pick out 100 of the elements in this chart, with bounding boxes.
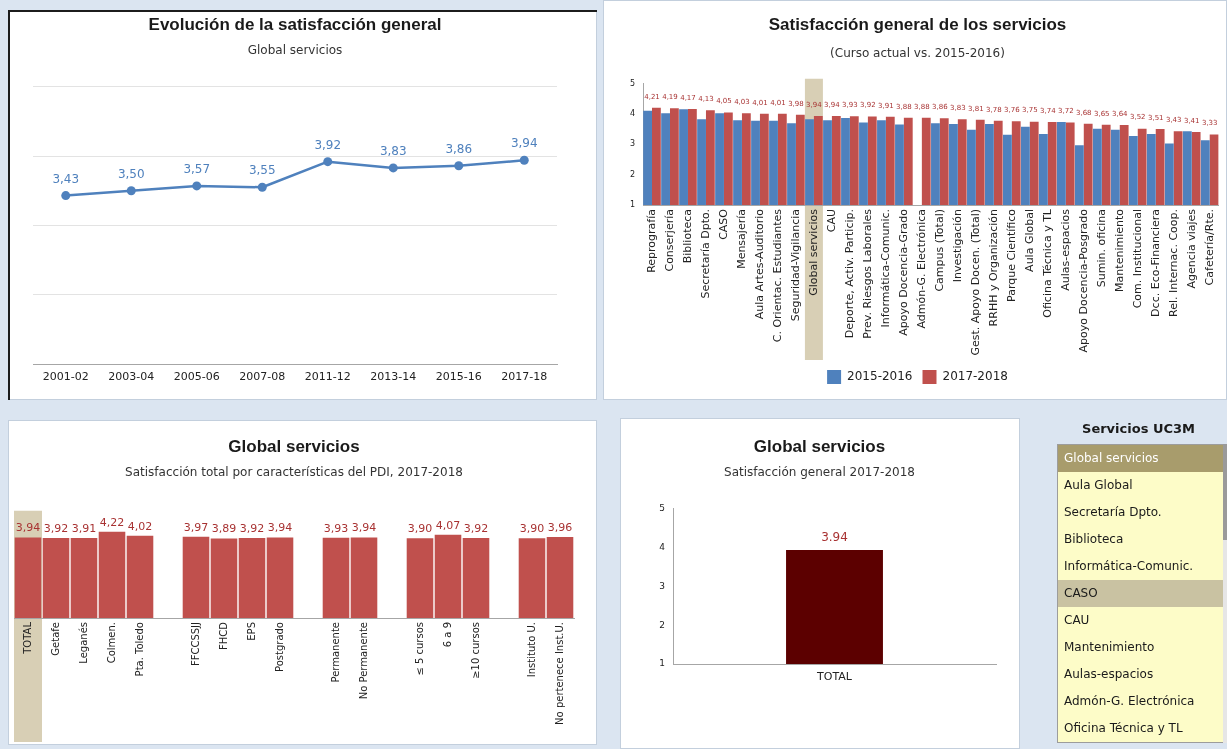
y-tick-label: 4 — [629, 109, 635, 119]
data-label: 3,91 — [71, 521, 97, 535]
x-tick-label: Postgrado — [273, 622, 285, 672]
y-tick-label: 1 — [629, 200, 635, 210]
x-tick-label: 2011-12 — [304, 370, 351, 384]
y-tick-label: 2 — [629, 169, 635, 179]
data-label: 3,93 — [323, 521, 349, 535]
x-tick-label: Parque Científico — [1004, 208, 1018, 302]
data-label: 3,89 — [211, 522, 237, 536]
x-tick-label: Apoyo Docencia-Posgrado — [1076, 208, 1090, 353]
data-label: 3,57 — [183, 162, 211, 177]
x-tick-label: Agencia viajes — [1184, 208, 1198, 289]
x-tick-label: Colmen. — [105, 622, 117, 664]
x-tick-label: Conserjería — [662, 209, 676, 272]
x-tick-label: 2003-04 — [108, 370, 155, 384]
data-label: 3,94 — [267, 521, 293, 535]
point — [519, 155, 529, 165]
data-label: 3,90 — [519, 522, 545, 536]
x-tick-label: Rel. Internac. Coop. — [1166, 209, 1180, 317]
x-tick-label: Reprografía — [644, 209, 658, 273]
x-tick-label: Sumin. oficina — [1094, 209, 1108, 288]
data-label: 3,92 — [239, 521, 265, 535]
x-tick-label: 2013-14 — [370, 370, 417, 384]
y-tick-label: 4 — [659, 541, 666, 552]
chart-subtitle: Satisfacción general 2017-2018 — [724, 464, 915, 479]
category-label: Aula Global — [1058, 472, 1223, 499]
x-tick-label: FHCD — [217, 621, 229, 650]
chart-title: Global servicios — [228, 436, 360, 456]
x-tick-label: TOTAL — [816, 670, 853, 684]
y-tick-label: 3 — [659, 580, 665, 591]
point — [454, 161, 464, 171]
category-label: Informática-Comunic. — [1058, 553, 1223, 580]
x-tick-label: FFCCSSJJ — [189, 622, 201, 667]
data-label: 3,92 — [314, 137, 342, 152]
category-label: Oficina Técnica y TL — [1058, 715, 1223, 742]
data-label: 3,94 — [15, 521, 41, 535]
x-tick-label: Gest. Apoyo Docen. (Total) — [968, 209, 982, 356]
legend-label: 2015-2016 — [847, 369, 913, 384]
x-tick-label: C. Orientac. Estudiantes — [770, 208, 784, 343]
data-label: 3,43 — [52, 171, 80, 186]
point — [323, 157, 333, 167]
x-tick-label: 2007-08 — [239, 370, 286, 384]
chart-subtitle: (Curso actual vs. 2015-2016) — [830, 45, 1005, 60]
data-label: 3,97 — [183, 520, 209, 534]
x-tick-label: Com. Institucional — [1130, 209, 1144, 309]
data-label: 4,07 — [435, 518, 461, 532]
data-label: 4,22 — [99, 515, 125, 529]
x-tick-label: Leganés — [77, 622, 89, 664]
x-tick-label: TOTAL — [21, 621, 33, 655]
chart-title: Evolución de la satisfacción general — [148, 14, 442, 34]
x-tick-label: Admón-G. Electrónica — [914, 209, 928, 329]
data-label: 4,02 — [127, 519, 153, 533]
x-tick-label: Mensajería — [734, 209, 748, 269]
point — [192, 181, 202, 191]
chart-subtitle: Satisfacción total por características del PDI, 2017-2018 — [125, 464, 463, 479]
x-tick-label: Aula Global — [1022, 209, 1036, 272]
x-tick-label: 2017-18 — [501, 370, 548, 384]
category-label: Secretaría Dpto. — [1058, 499, 1223, 526]
x-tick-label: Investigación — [950, 208, 964, 283]
x-tick-label: Informática-Comunic. — [878, 209, 892, 328]
x-tick-label: CASO — [716, 208, 730, 240]
x-tick-label: Campus (Total) — [932, 209, 946, 292]
x-tick-label: Biblioteca — [680, 209, 694, 264]
x-tick-label: 2015-16 — [435, 370, 482, 384]
x-tick-label: Deporte, Activ. Particip. — [842, 209, 856, 339]
data-label: 3,96 — [547, 520, 573, 534]
point — [257, 182, 267, 192]
data-label: 3,50 — [117, 166, 145, 181]
y-tick-label: 3 — [629, 139, 635, 149]
x-tick-label: ≥10 cursos — [469, 622, 481, 679]
category-label: CASO — [1058, 580, 1223, 607]
data-label: 3,55 — [248, 163, 276, 178]
x-tick-label: Dcc. Eco-Financiera — [1148, 209, 1162, 317]
x-tick-label: Prev. Riesgos Laborales — [860, 208, 874, 339]
x-tick-label: ≤ 5 cursos — [413, 622, 425, 676]
category-label: Biblioteca — [1058, 526, 1223, 553]
x-tick-label: Aulas-espacios — [1058, 208, 1072, 291]
x-tick-label: Global servicios — [806, 208, 820, 296]
x-tick-label: Seguridad-Vigilancia — [788, 209, 802, 322]
category-label: Global servicios — [1058, 445, 1223, 472]
data-label: 3,92 — [463, 521, 489, 535]
data-label: 3,94 — [351, 521, 377, 535]
point — [61, 191, 71, 201]
data-label: 3,83 — [379, 144, 407, 159]
x-tick-label: No Permanente — [357, 622, 369, 700]
x-tick-label: RRHH y Organización — [986, 208, 1000, 327]
x-tick-label: Getafe — [49, 622, 61, 656]
data-label: 3,92 — [43, 521, 69, 535]
x-tick-label: Instituto U. — [525, 622, 537, 678]
data-label: 3.94 — [821, 530, 848, 545]
chart-title: Satisfacción general de los servicios — [768, 14, 1067, 34]
x-tick-label: EPS — [245, 622, 257, 641]
x-tick-label: 2001-02 — [42, 370, 89, 384]
x-tick-label: Pta. Toledo — [133, 622, 145, 677]
x-tick-label: CAU — [824, 209, 838, 233]
y-tick-label: 5 — [659, 503, 665, 514]
point — [126, 186, 136, 196]
chart-title: Global servicios — [753, 436, 886, 456]
x-tick-label: 6 a 9 — [441, 622, 453, 648]
data-label: 3,94 — [510, 136, 538, 151]
